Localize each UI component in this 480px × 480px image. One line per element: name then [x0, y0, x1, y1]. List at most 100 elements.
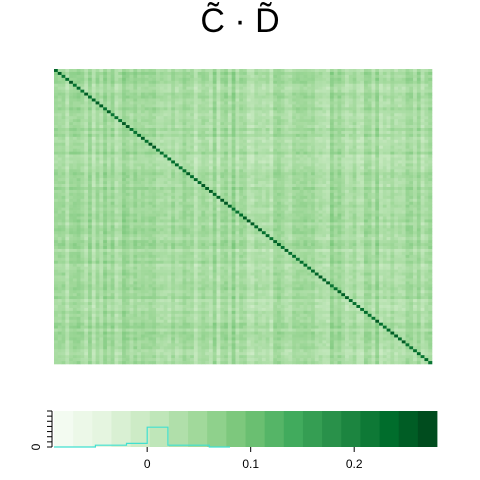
- heatmap-cell: [193, 181, 198, 185]
- heatmap-cell: [235, 92, 240, 96]
- heatmap-cell: [277, 189, 282, 194]
- heatmap-cell: [54, 201, 59, 205]
- heatmap-cell: [345, 204, 350, 208]
- heatmap-cell: [273, 125, 278, 129]
- heatmap-cell: [114, 172, 119, 176]
- heatmap-cell: [201, 107, 206, 111]
- heatmap-cell: [156, 71, 161, 76]
- heatmap-cell: [375, 142, 380, 146]
- heatmap-cell: [363, 107, 369, 111]
- heatmap-cell: [76, 116, 81, 120]
- heatmap-cell: [280, 83, 285, 87]
- heatmap-cell: [129, 154, 134, 158]
- heatmap-cell: [103, 107, 108, 111]
- heatmap-cell: [171, 151, 176, 155]
- heatmap-cell: [140, 104, 146, 108]
- heatmap-cell: [95, 122, 100, 126]
- heatmap-cell: [428, 130, 433, 135]
- heatmap-cell: [250, 116, 255, 120]
- heatmap-cell: [148, 130, 153, 135]
- heatmap-cell: [88, 157, 93, 161]
- heatmap-cell: [208, 74, 214, 79]
- heatmap-cell: [174, 184, 180, 188]
- heatmap-cell: [288, 181, 293, 185]
- heatmap-cell: [57, 71, 62, 76]
- heatmap-cell: [311, 80, 316, 85]
- heatmap-cell: [428, 175, 433, 179]
- heatmap-cell: [360, 160, 365, 164]
- heatmap-cell: [54, 122, 59, 126]
- heatmap-cell: [409, 157, 414, 161]
- heatmap-cell: [72, 145, 77, 149]
- heatmap-cell: [243, 181, 248, 185]
- heatmap-cell: [401, 169, 406, 173]
- heatmap-cell: [401, 160, 406, 164]
- heatmap-cell: [265, 136, 270, 141]
- heatmap-cell: [133, 166, 138, 170]
- heatmap-cell: [91, 71, 96, 76]
- heatmap-cell: [205, 192, 210, 197]
- heatmap-cell: [413, 175, 418, 179]
- heatmap-cell: [318, 104, 323, 108]
- heatmap-cell: [144, 71, 149, 76]
- heatmap-cell: [322, 122, 327, 126]
- heatmap-cell: [182, 207, 187, 211]
- heatmap-cell: [178, 133, 183, 138]
- heatmap-cell: [174, 142, 180, 146]
- heatmap-cell: [227, 169, 232, 173]
- heatmap-cell: [186, 145, 191, 149]
- heatmap-cell: [148, 189, 153, 194]
- heatmap-cell: [54, 207, 59, 211]
- heatmap-cell: [382, 184, 387, 188]
- heatmap-cell: [133, 128, 138, 132]
- heatmap-cell: [341, 122, 346, 126]
- heatmap-cell: [193, 169, 198, 173]
- heatmap-cell: [292, 69, 297, 73]
- heatmap-cell: [314, 198, 319, 203]
- heatmap-cell: [409, 116, 414, 120]
- heatmap-cell: [258, 104, 263, 108]
- heatmap-cell: [197, 125, 202, 129]
- heatmap-cell: [125, 133, 130, 138]
- heatmap-cell: [144, 136, 149, 141]
- heatmap-cell: [329, 89, 335, 93]
- heatmap-cell: [379, 98, 384, 102]
- heatmap-cell: [280, 207, 285, 211]
- heatmap-cell: [54, 104, 59, 108]
- heatmap-cell: [231, 163, 236, 167]
- heatmap-cell: [72, 163, 77, 167]
- heatmap-cell: [292, 204, 297, 208]
- heatmap-cell: [329, 107, 335, 111]
- heatmap-cell: [140, 83, 146, 87]
- heatmap-cell: [224, 210, 229, 214]
- heatmap-cell: [341, 92, 346, 96]
- heatmap-cell: [80, 154, 85, 158]
- heatmap-cell: [348, 86, 353, 90]
- heatmap-cell: [292, 184, 297, 188]
- heatmap-cell: [80, 130, 85, 135]
- heatmap-cell: [397, 104, 403, 108]
- heatmap-cell: [379, 204, 384, 208]
- heatmap-cell: [193, 198, 198, 203]
- heatmap-cell: [345, 130, 350, 135]
- heatmap-cell: [163, 204, 168, 208]
- heatmap-cell: [428, 133, 433, 138]
- heatmap-cell: [284, 175, 289, 179]
- heatmap-cell: [197, 195, 202, 200]
- heatmap-cell: [273, 95, 278, 99]
- heatmap-cell: [88, 189, 93, 194]
- heatmap-cell: [258, 154, 263, 158]
- heatmap-cell: [208, 107, 214, 111]
- heatmap-cell: [314, 201, 319, 205]
- heatmap-cell: [341, 184, 346, 188]
- heatmap-cell: [360, 92, 365, 96]
- heatmap-cell: [288, 80, 293, 85]
- heatmap-cell: [356, 122, 361, 126]
- heatmap-cell: [243, 175, 248, 179]
- heatmap-cell: [201, 201, 206, 205]
- heatmap-cell: [171, 207, 176, 211]
- heatmap-cell: [356, 98, 361, 102]
- heatmap-cell: [69, 154, 74, 158]
- heatmap-cell: [326, 98, 331, 102]
- heatmap-cell: [61, 133, 66, 138]
